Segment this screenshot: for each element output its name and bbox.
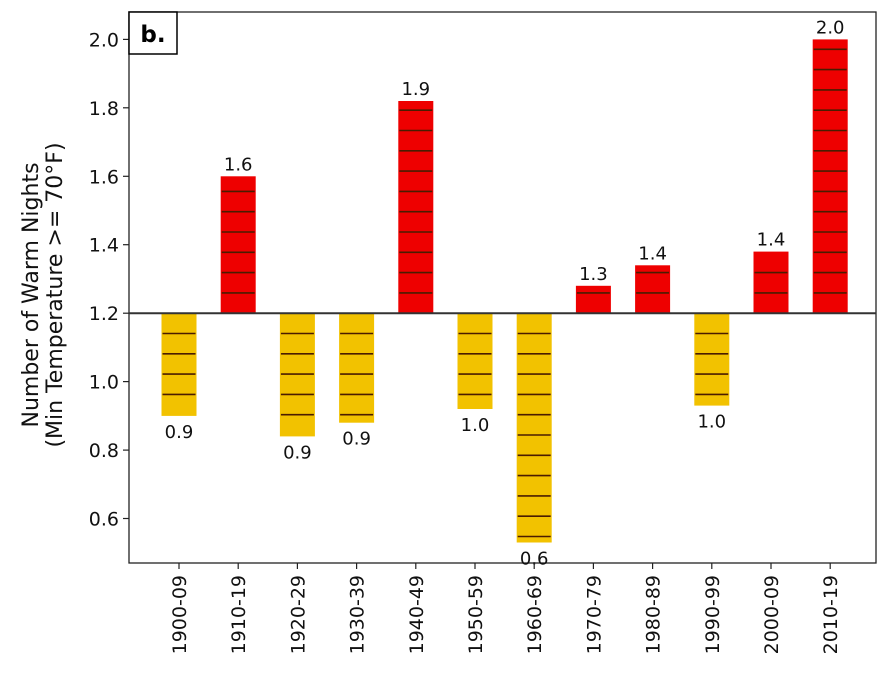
data-label-1990-99: 1.0: [697, 412, 726, 433]
bar-2000-09: [753, 251, 789, 314]
x-tick-label-2010-19: 2010-19: [820, 575, 842, 654]
y-tick-label-1.2: 1.2: [89, 303, 119, 325]
x-tick-label-1990-99: 1990-99: [702, 575, 724, 654]
bar-2010-19: [812, 39, 848, 314]
data-labels-group: 0.9 1.6 0.9 0.9 1.9 1.0 0.6 1.3 1.4 1.0 1.4 2.0: [165, 17, 845, 569]
y-tick-label-1.6: 1.6: [89, 166, 119, 188]
bars-group: [161, 39, 848, 543]
bar-1970-79: [575, 285, 611, 314]
x-axis-ticks: 1900-09 1910-19 1920-29 1930-39 1940-49 1950-…: [169, 563, 842, 654]
data-label-1970-79: 1.3: [579, 264, 608, 285]
x-tick-label-1900-09: 1900-09: [169, 575, 191, 654]
y-axis-title-line2: (Min Temperature >= 70°F): [43, 142, 68, 447]
x-tick-label-1970-79: 1970-79: [583, 575, 605, 654]
x-tick-label-1930-39: 1930-39: [347, 575, 369, 654]
bar-hatch-2000-09: [754, 271, 788, 294]
bar-hatch-1900-09: [162, 332, 196, 396]
bar-hatch-2010-19: [813, 48, 847, 294]
bar-1960-69: [516, 313, 552, 543]
y-axis-ticks: 0.6 0.8 1.0 1.2 1.4 1.6 1.8 2.0: [89, 29, 129, 531]
y-tick-label-2.0: 2.0: [89, 29, 119, 51]
x-tick-label-1950-59: 1950-59: [465, 575, 487, 654]
y-axis-title-line1: Number of Warm Nights: [19, 162, 44, 427]
data-label-1950-59: 1.0: [461, 415, 490, 436]
bar-hatch-1940-49: [399, 109, 433, 294]
x-tick-label-1910-19: 1910-19: [228, 575, 250, 654]
x-tick-label-1940-49: 1940-49: [406, 575, 428, 654]
bar-hatch-1960-69: [517, 332, 551, 538]
bar-hatch-1910-19: [221, 190, 255, 294]
x-tick-label-1960-69: 1960-69: [524, 575, 546, 654]
bar-1910-19: [220, 176, 256, 314]
data-label-1910-19: 1.6: [224, 154, 253, 175]
y-tick-label-0.8: 0.8: [89, 440, 119, 462]
bar-1930-39: [339, 313, 375, 423]
y-tick-label-0.6: 0.6: [89, 509, 119, 531]
panel-label: b.: [140, 22, 165, 48]
bar-hatch-1980-89: [636, 271, 670, 294]
y-axis-title: Number of Warm Nights (Min Temperature >…: [19, 142, 68, 447]
data-label-2000-09: 1.4: [757, 230, 786, 251]
data-label-1920-29: 0.9: [283, 442, 312, 463]
panel-label-box: b.: [128, 11, 178, 55]
y-tick-label-1.4: 1.4: [89, 235, 119, 257]
x-tick-label-2000-09: 2000-09: [761, 575, 783, 654]
data-label-1940-49: 1.9: [401, 79, 430, 100]
data-label-1980-89: 1.4: [638, 243, 667, 264]
x-tick-label-1980-89: 1980-89: [643, 575, 665, 654]
bar-1950-59: [457, 313, 493, 409]
bar-hatch-1990-99: [695, 332, 729, 396]
data-label-1930-39: 0.9: [342, 429, 371, 450]
bar-1990-99: [694, 313, 730, 406]
bar-hatch-1930-39: [340, 332, 374, 416]
y-tick-label-1.8: 1.8: [89, 98, 119, 120]
data-label-2010-19: 2.0: [816, 17, 845, 38]
bar-1940-49: [398, 101, 434, 314]
y-tick-label-1.0: 1.0: [89, 372, 119, 394]
data-label-1960-69: 0.6: [520, 549, 549, 570]
bar-hatch-1920-29: [280, 332, 314, 416]
bar-hatch-1950-59: [458, 332, 492, 396]
bar-1900-09: [161, 313, 197, 416]
data-label-1900-09: 0.9: [165, 422, 194, 443]
x-tick-label-1920-29: 1920-29: [287, 575, 309, 654]
